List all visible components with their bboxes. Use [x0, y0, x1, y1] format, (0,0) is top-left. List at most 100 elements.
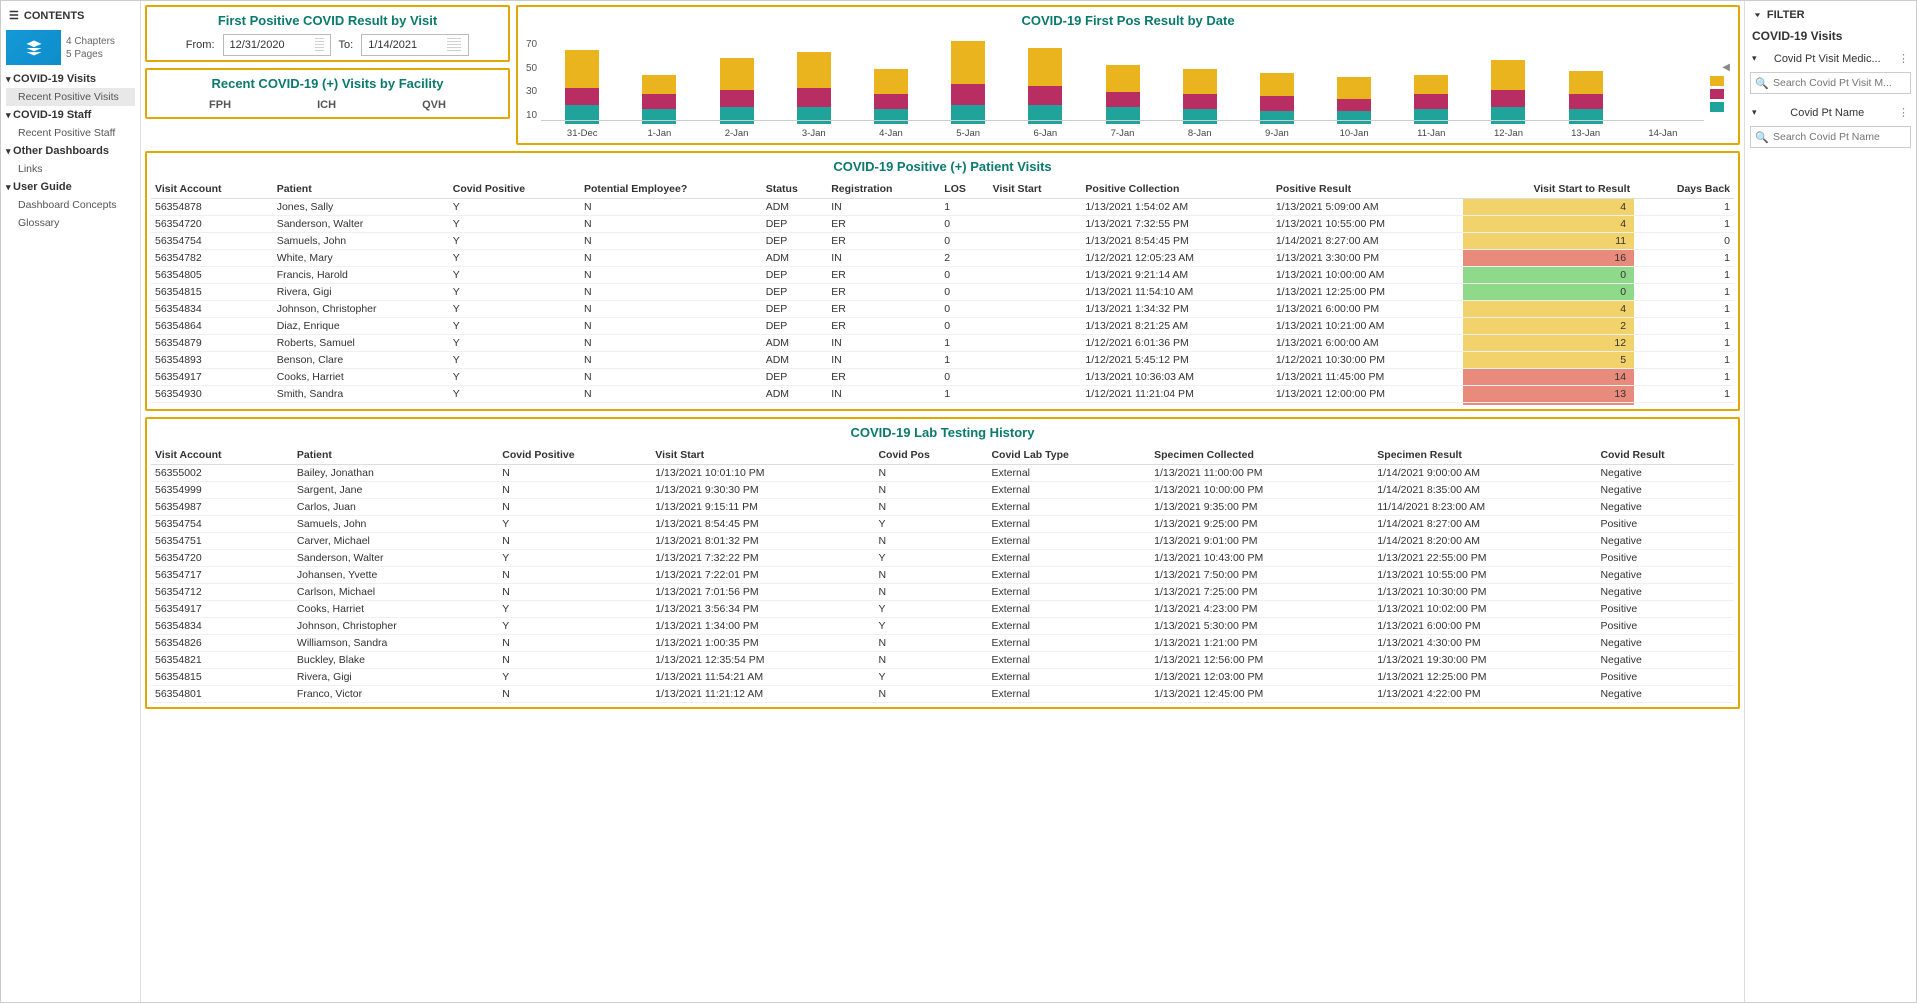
table-cell: 0 [940, 369, 988, 386]
table-header[interactable]: Days Back [1634, 180, 1734, 199]
table-row[interactable]: 56354917Cooks, HarrietY1/13/2021 3:56:34… [151, 601, 1734, 618]
table-cell: 14 [1463, 369, 1634, 386]
table-header[interactable]: Visit Account [151, 180, 273, 199]
kebab-icon[interactable]: ⋮ [1898, 106, 1909, 119]
table-row[interactable]: 56354941Bishop, ArnoldYNDEPER01/13/2021 … [151, 403, 1734, 406]
table-row[interactable]: 56354801Franco, VictorN1/13/2021 11:21:1… [151, 686, 1734, 703]
table-header[interactable]: Positive Result [1272, 180, 1463, 199]
table-header[interactable]: Covid Pos [874, 446, 987, 465]
filter-search-input[interactable] [1750, 126, 1911, 148]
bar-group[interactable]: 10-Jan [1318, 77, 1390, 139]
bar-group[interactable]: 4-Jan [855, 69, 927, 139]
nav-heading[interactable]: Other Dashboards [6, 142, 135, 160]
table-row[interactable]: 56354815Rivera, GigiYNDEPER01/13/2021 11… [151, 284, 1734, 301]
lab-table[interactable]: Visit AccountPatientCovid PositiveVisit … [151, 446, 1734, 703]
nav-heading[interactable]: COVID-19 Staff [6, 106, 135, 124]
table-row[interactable]: 56354878Jones, SallyYNADMIN11/13/2021 1:… [151, 199, 1734, 216]
table-cell: ADM [762, 352, 827, 369]
table-cell: Y [498, 669, 651, 686]
table-header[interactable]: Positive Collection [1081, 180, 1271, 199]
table-cell: 1/12/2021 10:30:00 PM [1272, 352, 1463, 369]
table-header[interactable]: Visit Start [651, 446, 874, 465]
dashboard-thumbnail[interactable] [6, 30, 61, 65]
bar-group[interactable]: 13-Jan [1550, 71, 1622, 139]
visits-table[interactable]: Visit AccountPatientCovid PositivePotent… [151, 180, 1734, 405]
bar-group[interactable]: 9-Jan [1241, 73, 1313, 139]
table-row[interactable]: 56354879Roberts, SamuelYNADMIN11/12/2021… [151, 335, 1734, 352]
table-row[interactable]: 56354754Samuels, JohnY1/13/2021 8:54:45 … [151, 516, 1734, 533]
table-header[interactable]: Potential Employee? [580, 180, 762, 199]
table-row[interactable]: 56354834Johnson, ChristopherY1/13/2021 1… [151, 618, 1734, 635]
table-header[interactable]: Covid Positive [498, 446, 651, 465]
nav-heading[interactable]: User Guide [6, 178, 135, 196]
table-row[interactable]: 56354805Francis, HaroldYNDEPER01/13/2021… [151, 267, 1734, 284]
table-row[interactable]: 56355002Bailey, JonathanN1/13/2021 10:01… [151, 465, 1734, 482]
table-row[interactable]: 56354712Carlson, MichaelN1/13/2021 7:01:… [151, 584, 1734, 601]
filter-section-heading[interactable]: Covid Pt Name⋮ [1750, 102, 1911, 123]
table-header[interactable]: Visit Start [989, 180, 1082, 199]
nav-item[interactable]: Recent Positive Visits [6, 88, 135, 106]
bar-group[interactable]: 3-Jan [778, 52, 850, 139]
table-header[interactable]: Status [762, 180, 827, 199]
nav-item[interactable]: Links [6, 160, 135, 178]
table-row[interactable]: 56354720Sanderson, WalterY1/13/2021 7:32… [151, 550, 1734, 567]
table-header[interactable]: Covid Lab Type [987, 446, 1150, 465]
table-header[interactable]: Patient [273, 180, 449, 199]
table-cell: External [987, 635, 1150, 652]
bar-group[interactable]: 12-Jan [1472, 60, 1544, 139]
table-cell: 1/13/2021 10:21:00 AM [1272, 318, 1463, 335]
facility-label[interactable]: ICH [317, 99, 336, 111]
table-row[interactable]: 56354987Carlos, JuanN1/13/2021 9:15:11 P… [151, 499, 1734, 516]
table-row[interactable]: 56354826Williamson, SandraN1/13/2021 1:0… [151, 635, 1734, 652]
table-header[interactable]: Covid Positive [449, 180, 580, 199]
table-row[interactable]: 56354930Smith, SandraYNADMIN11/12/2021 1… [151, 386, 1734, 403]
table-row[interactable]: 56354834Johnson, ChristopherYNDEPER01/13… [151, 301, 1734, 318]
table-row[interactable]: 56354917Cooks, HarrietYNDEPER01/13/2021 … [151, 369, 1734, 386]
table-row[interactable]: 56354815Rivera, GigiY1/13/2021 11:54:21 … [151, 669, 1734, 686]
table-row[interactable]: 56354751Carver, MichaelN1/13/2021 8:01:3… [151, 533, 1734, 550]
table-row[interactable]: 56354821Buckley, BlakeN1/13/2021 12:35:5… [151, 652, 1734, 669]
nav-heading[interactable]: COVID-19 Visits [6, 70, 135, 88]
bar-group[interactable]: 6-Jan [1009, 48, 1081, 140]
table-row[interactable]: 56354893Benson, ClareYNADMIN11/12/2021 5… [151, 352, 1734, 369]
bar-group[interactable]: 11-Jan [1395, 75, 1467, 139]
table-row[interactable]: 56354717Johansen, YvetteN1/13/2021 7:22:… [151, 567, 1734, 584]
kebab-icon[interactable]: ⋮ [1898, 52, 1909, 65]
bar-group[interactable]: 7-Jan [1086, 65, 1158, 140]
bar-group[interactable]: 31-Dec [546, 50, 618, 139]
nav-item[interactable]: Recent Positive Staff [6, 124, 135, 142]
bar-group[interactable]: 2-Jan [701, 58, 773, 139]
table-cell: External [987, 686, 1150, 703]
table-header[interactable]: Patient [293, 446, 498, 465]
nav-item[interactable]: Dashboard Concepts [6, 196, 135, 214]
table-cell: 56354834 [151, 301, 273, 318]
filter-section-heading[interactable]: Covid Pt Visit Medic...⋮ [1750, 48, 1911, 69]
to-date-input[interactable]: 1/14/2021 [361, 34, 469, 56]
table-cell: 56354712 [151, 584, 293, 601]
table-row[interactable]: 56354754Samuels, JohnYNDEPER01/13/2021 8… [151, 233, 1734, 250]
table-row[interactable]: 56354999Sargent, JaneN1/13/2021 9:30:30 … [151, 482, 1734, 499]
table-header[interactable]: Covid Result [1596, 446, 1734, 465]
table-header[interactable]: LOS [940, 180, 988, 199]
table-header[interactable]: Registration [827, 180, 940, 199]
table-header[interactable]: Visit Account [151, 446, 293, 465]
table-row[interactable]: 56354782White, MaryYNADMIN21/12/2021 12:… [151, 250, 1734, 267]
table-row[interactable]: 56354864Diaz, EnriqueYNDEPER01/13/2021 8… [151, 318, 1734, 335]
bar-group[interactable]: 1-Jan [623, 75, 695, 139]
bar-group[interactable]: 8-Jan [1164, 69, 1236, 139]
facility-label[interactable]: FPH [209, 99, 231, 111]
bar-segment [1337, 111, 1371, 124]
table-header[interactable]: Visit Start to Result [1463, 180, 1634, 199]
bar-group[interactable]: 14-Jan [1627, 124, 1699, 139]
filter-search-input[interactable] [1750, 72, 1911, 94]
table-header[interactable]: Specimen Collected [1150, 446, 1373, 465]
table-row[interactable]: 56354720Sanderson, WalterYNDEPER01/13/20… [151, 216, 1734, 233]
nav-item[interactable]: Glossary [6, 214, 135, 232]
legend-collapse-icon[interactable]: ◀ [1710, 62, 1734, 73]
filter-panel: FILTER COVID-19 Visits Covid Pt Visit Me… [1744, 1, 1916, 1002]
table-header[interactable]: Specimen Result [1373, 446, 1596, 465]
chart-legend[interactable]: ◀ [1704, 34, 1734, 139]
from-date-input[interactable]: 12/31/2020 [223, 34, 331, 56]
facility-label[interactable]: QVH [422, 99, 446, 111]
bar-group[interactable]: 5-Jan [932, 41, 1004, 139]
